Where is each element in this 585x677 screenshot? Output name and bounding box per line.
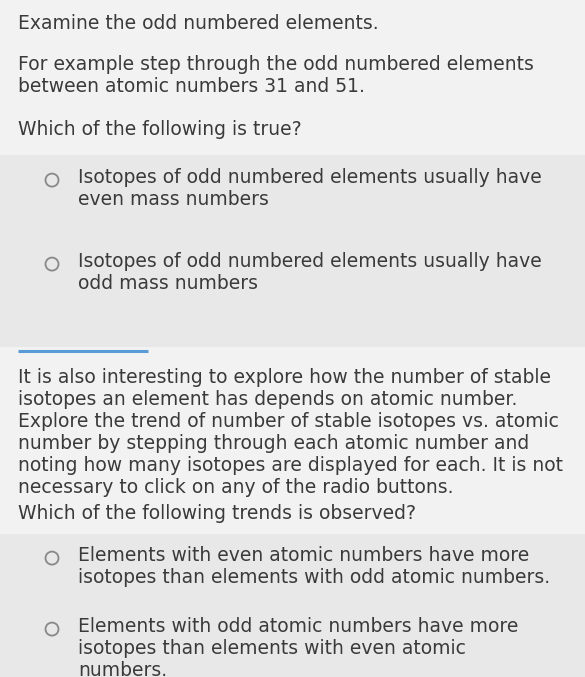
Text: For example step through the odd numbered elements: For example step through the odd numbere…: [18, 55, 534, 74]
Text: even mass numbers: even mass numbers: [78, 190, 269, 209]
Text: Which of the following is true?: Which of the following is true?: [18, 120, 302, 139]
Text: between atomic numbers 31 and 51.: between atomic numbers 31 and 51.: [18, 77, 365, 96]
Text: odd mass numbers: odd mass numbers: [78, 274, 258, 293]
Text: necessary to click on any of the radio buttons.: necessary to click on any of the radio b…: [18, 478, 453, 497]
FancyBboxPatch shape: [0, 155, 585, 347]
Text: isotopes an element has depends on atomic number.: isotopes an element has depends on atomi…: [18, 390, 517, 409]
Text: number by stepping through each atomic number and: number by stepping through each atomic n…: [18, 434, 529, 453]
Text: Explore the trend of number of stable isotopes vs. atomic: Explore the trend of number of stable is…: [18, 412, 559, 431]
Text: Elements with even atomic numbers have more: Elements with even atomic numbers have m…: [78, 546, 529, 565]
Text: isotopes than elements with even atomic: isotopes than elements with even atomic: [78, 639, 466, 658]
FancyBboxPatch shape: [0, 534, 585, 677]
Text: numbers.: numbers.: [78, 661, 167, 677]
Text: isotopes than elements with odd atomic numbers.: isotopes than elements with odd atomic n…: [78, 568, 550, 587]
Text: Isotopes of odd numbered elements usually have: Isotopes of odd numbered elements usuall…: [78, 168, 542, 187]
Text: noting how many isotopes are displayed for each. It is not: noting how many isotopes are displayed f…: [18, 456, 563, 475]
Text: Isotopes of odd numbered elements usually have: Isotopes of odd numbered elements usuall…: [78, 252, 542, 271]
Text: It is also interesting to explore how the number of stable: It is also interesting to explore how th…: [18, 368, 551, 387]
Text: Elements with odd atomic numbers have more: Elements with odd atomic numbers have mo…: [78, 617, 518, 636]
Text: Which of the following trends is observed?: Which of the following trends is observe…: [18, 504, 416, 523]
Text: Examine the odd numbered elements.: Examine the odd numbered elements.: [18, 14, 378, 33]
